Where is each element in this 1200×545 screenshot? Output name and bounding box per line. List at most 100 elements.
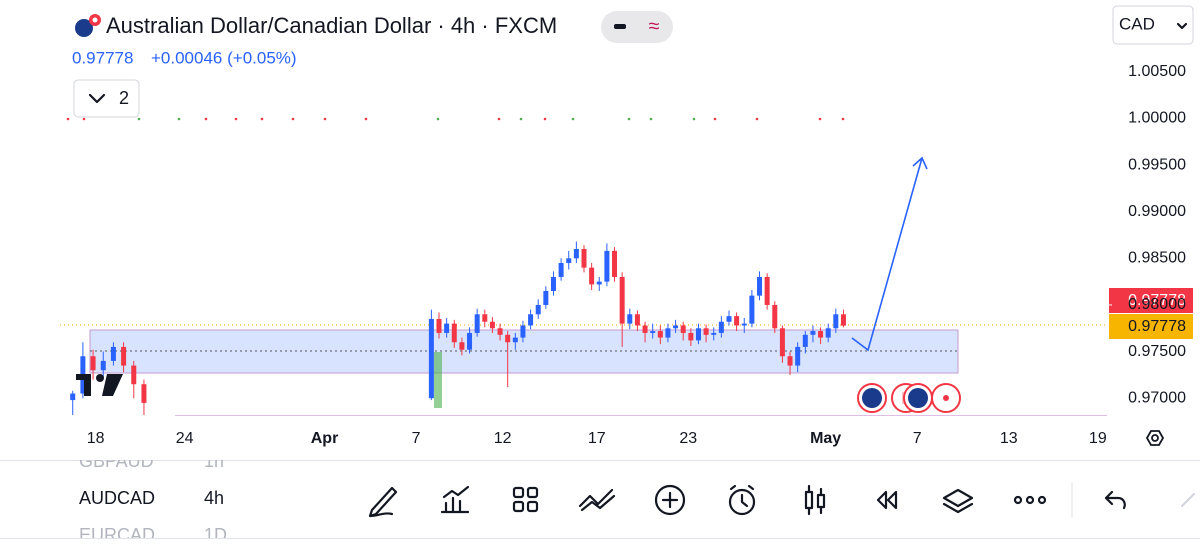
candle-body [757, 276, 763, 296]
time-axis[interactable]: 18 24 Apr 7 12 17 23 May 7 13 19 [87, 420, 1107, 447]
bars-tool[interactable] [804, 484, 826, 516]
indicators-count: 2 [119, 88, 129, 108]
undo-tool[interactable] [1104, 490, 1126, 510]
candle-body [497, 328, 503, 335]
watchlist[interactable]: GBPAUD 1h AUDCAD 4h EURCAD 1D [79, 451, 227, 540]
price-tag-text: 0.97778 [1128, 292, 1186, 309]
candle-body [749, 295, 755, 324]
candle-body [612, 250, 618, 277]
x-tick-label: 17 [588, 430, 606, 447]
watchlist-symbol[interactable]: GBPAUD [79, 451, 154, 471]
x-tick-label: May [810, 430, 841, 447]
candle-body [444, 323, 450, 333]
candle-body [581, 249, 587, 268]
candle-body [787, 356, 793, 366]
watchlist-symbol[interactable]: EURCAD [79, 525, 155, 540]
status-pill[interactable] [601, 11, 673, 43]
replay-tool[interactable] [876, 490, 898, 510]
candle-body [688, 332, 694, 341]
symbol-flags [75, 14, 101, 37]
candle-body [90, 356, 96, 371]
x-tick-label: 19 [1089, 430, 1107, 447]
price-tag-last [1109, 314, 1193, 339]
indicators-toggle[interactable] [73, 79, 140, 118]
x-tick-label: 7 [412, 430, 421, 447]
candle-body [634, 314, 640, 326]
plot-area[interactable] [60, 156, 1108, 415]
settings-button[interactable] [1145, 430, 1165, 446]
price-tag-text: 0.97778 [1128, 318, 1186, 335]
candle-body [726, 316, 732, 322]
candle-body [673, 325, 679, 329]
candle-body [459, 342, 465, 350]
chevron-icon [88, 93, 106, 104]
y-tick-label: 0.99000 [1128, 203, 1186, 220]
candle-body [779, 328, 785, 357]
candle-body [795, 346, 801, 366]
candle-body [141, 384, 147, 403]
candle-body [734, 316, 740, 326]
watchlist-interval[interactable]: 1D [204, 525, 227, 540]
x-tick-label: 23 [679, 430, 697, 447]
watchlist-interval[interactable]: 1h [204, 451, 224, 471]
candle-body [650, 331, 656, 333]
candle-body [772, 304, 778, 329]
draw-tool[interactable] [368, 486, 398, 518]
candle-body [695, 328, 701, 341]
layers-tool[interactable] [942, 488, 974, 514]
event-icons[interactable] [857, 383, 961, 413]
alert-tool[interactable] [728, 484, 756, 516]
candle-body [703, 328, 709, 335]
candle-body [833, 314, 839, 329]
candle-body [535, 304, 541, 315]
tv-logo [76, 374, 123, 396]
candle-body [802, 334, 808, 347]
candle-body [665, 328, 671, 338]
candle-body [100, 360, 106, 371]
y-tick-label: 1.00000 [1128, 110, 1186, 127]
symbol-title[interactable]: Australian Dollar/Canadian Dollar · 4h ·… [106, 13, 557, 38]
candle-body [818, 331, 824, 338]
currency-chevron [1176, 22, 1188, 30]
candle-body [505, 334, 511, 343]
candle-body [131, 365, 137, 385]
x-tick-label: Apr [311, 430, 339, 447]
arrow-drawing[interactable] [851, 157, 923, 352]
candle-body [596, 281, 602, 285]
y-tick-label: 0.98000 [1128, 296, 1186, 313]
candle-body [558, 262, 564, 277]
price-tag-bid [1109, 288, 1193, 313]
signal-markers [66, 117, 845, 121]
indicators-tool[interactable] [440, 485, 470, 514]
watchlist-symbol[interactable]: AUDCAD [79, 488, 155, 508]
add-tool[interactable] [654, 484, 686, 516]
candle-body [840, 314, 846, 326]
more-tool[interactable] [1013, 495, 1047, 505]
candle-body [543, 290, 549, 305]
watchlist-interval[interactable]: 4h [204, 488, 224, 508]
x-tick-label: 24 [176, 430, 194, 447]
candle-body [680, 325, 686, 333]
compare-tool[interactable] [578, 488, 616, 512]
candle-body [711, 332, 717, 335]
price-axis[interactable]: 0.97000 0.97500 0.98000 0.98500 0.99000 0.995… [1108, 63, 1186, 406]
candle-body [825, 328, 831, 338]
last-price: 0.97778 [72, 48, 133, 67]
y-tick-label: 1.00500 [1128, 63, 1186, 80]
candle-body [482, 314, 488, 322]
candle-body [489, 321, 495, 329]
candle-body [619, 276, 625, 324]
candle-body [436, 318, 442, 333]
toolbar [368, 482, 1195, 518]
candle-body [573, 249, 579, 259]
candle-body [718, 321, 724, 333]
currency-select[interactable] [1112, 5, 1194, 45]
x-tick-label: 7 [913, 430, 922, 447]
candle-body [474, 314, 480, 333]
layout-tool[interactable] [512, 486, 539, 513]
x-tick-label: 12 [494, 430, 512, 447]
y-tick-label: 0.97500 [1128, 343, 1186, 360]
candle-body [121, 346, 127, 366]
candle-body [528, 314, 534, 326]
